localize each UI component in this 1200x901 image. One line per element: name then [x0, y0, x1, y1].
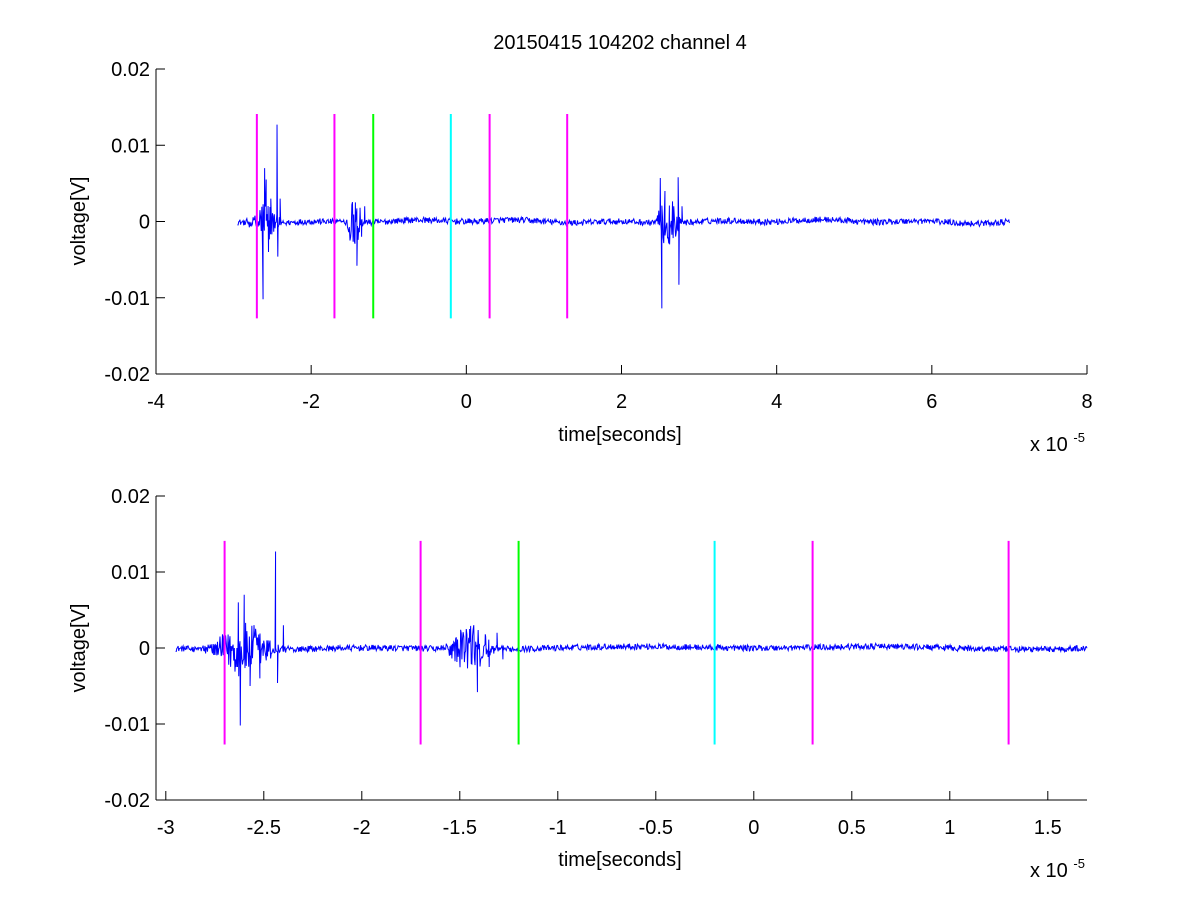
bottom-axes-x-tick-label: 0.5	[838, 817, 866, 839]
bottom-axes-xlabel: time[seconds]	[558, 849, 681, 871]
bottom-axes-y-tick-label: -0.02	[104, 790, 150, 812]
bottom-axes-x-tick-label: 1	[944, 817, 955, 839]
bottom-axes-x-tick-label: -3	[157, 817, 175, 839]
top-axes-signal-trace	[237, 124, 1010, 309]
top-axes-y-tick-label: 0.02	[111, 59, 150, 81]
top-axes-y-tick-label: 0	[139, 212, 150, 234]
top-axes-x-multiplier-exponent: -5	[1073, 430, 1085, 445]
bottom-axes: -3 -2.5 -2 -1.5 -1 -0.5 0 0.5 1 1.5 -0.02 -0.01 0 0.0…	[68, 486, 1088, 882]
top-axes-x-tick-label: -2	[302, 391, 320, 413]
bottom-axes-ylabel: voltage[V]	[68, 604, 90, 693]
bottom-axes-marks	[175, 540, 1088, 745]
top-axes-y-tick-label: -0.01	[104, 288, 150, 310]
bottom-axes-ticks: -3 -2.5 -2 -1.5 -1 -0.5 0 0.5 1 1.5 -0.02 -0.01 0 0.0…	[104, 486, 1087, 839]
bottom-axes-x-tick-label: -0.5	[639, 817, 673, 839]
top-axes-y-tick-label: 0.01	[111, 135, 150, 157]
bottom-axes-x-tick-label: -2	[353, 817, 371, 839]
bottom-axes-signal-trace	[175, 551, 1088, 726]
bottom-axes-x-tick-label: -2.5	[247, 817, 281, 839]
top-axes-x-multiplier: x 10 -5	[1030, 430, 1085, 456]
top-axes: -4 -2 0 2 4 6 8 -0.02 -0.01 0 0.01 0.02 time[second…	[68, 59, 1093, 456]
bottom-axes-x-multiplier-exponent: -5	[1073, 856, 1085, 871]
top-axes-x-tick-label: 6	[926, 391, 937, 413]
top-axes-y-tick-label: -0.02	[104, 364, 150, 386]
bottom-axes-x-tick-label: -1	[549, 817, 567, 839]
bottom-axes-x-tick-label: 0	[748, 817, 759, 839]
top-axes-marks	[237, 113, 1010, 319]
top-axes-x-tick-label: 4	[771, 391, 782, 413]
bottom-axes-y-tick-label: -0.01	[104, 714, 150, 736]
bottom-axes-x-multiplier: x 10 -5	[1030, 856, 1085, 882]
top-axes-ylabel: voltage[V]	[68, 177, 90, 266]
top-axes-x-multiplier-base: x 10	[1030, 434, 1068, 456]
bottom-axes-x-tick-label: 1.5	[1034, 817, 1062, 839]
top-axes-xlabel: time[seconds]	[558, 424, 681, 446]
top-axes-x-tick-label: -4	[147, 391, 165, 413]
top-axes-ticks: -4 -2 0 2 4 6 8 -0.02 -0.01 0 0.01 0.02	[104, 59, 1092, 413]
bottom-axes-y-tick-label: 0.01	[111, 562, 150, 584]
bottom-axes-x-tick-label: -1.5	[443, 817, 477, 839]
figure-title: 20150415 104202 channel 4	[493, 32, 747, 54]
top-axes-x-tick-label: 2	[616, 391, 627, 413]
bottom-axes-y-tick-label: 0.02	[111, 486, 150, 508]
top-axes-x-tick-label: 0	[461, 391, 472, 413]
bottom-axes-x-multiplier-base: x 10	[1030, 860, 1068, 882]
bottom-axes-y-tick-label: 0	[139, 638, 150, 660]
top-axes-x-tick-label: 8	[1081, 391, 1092, 413]
